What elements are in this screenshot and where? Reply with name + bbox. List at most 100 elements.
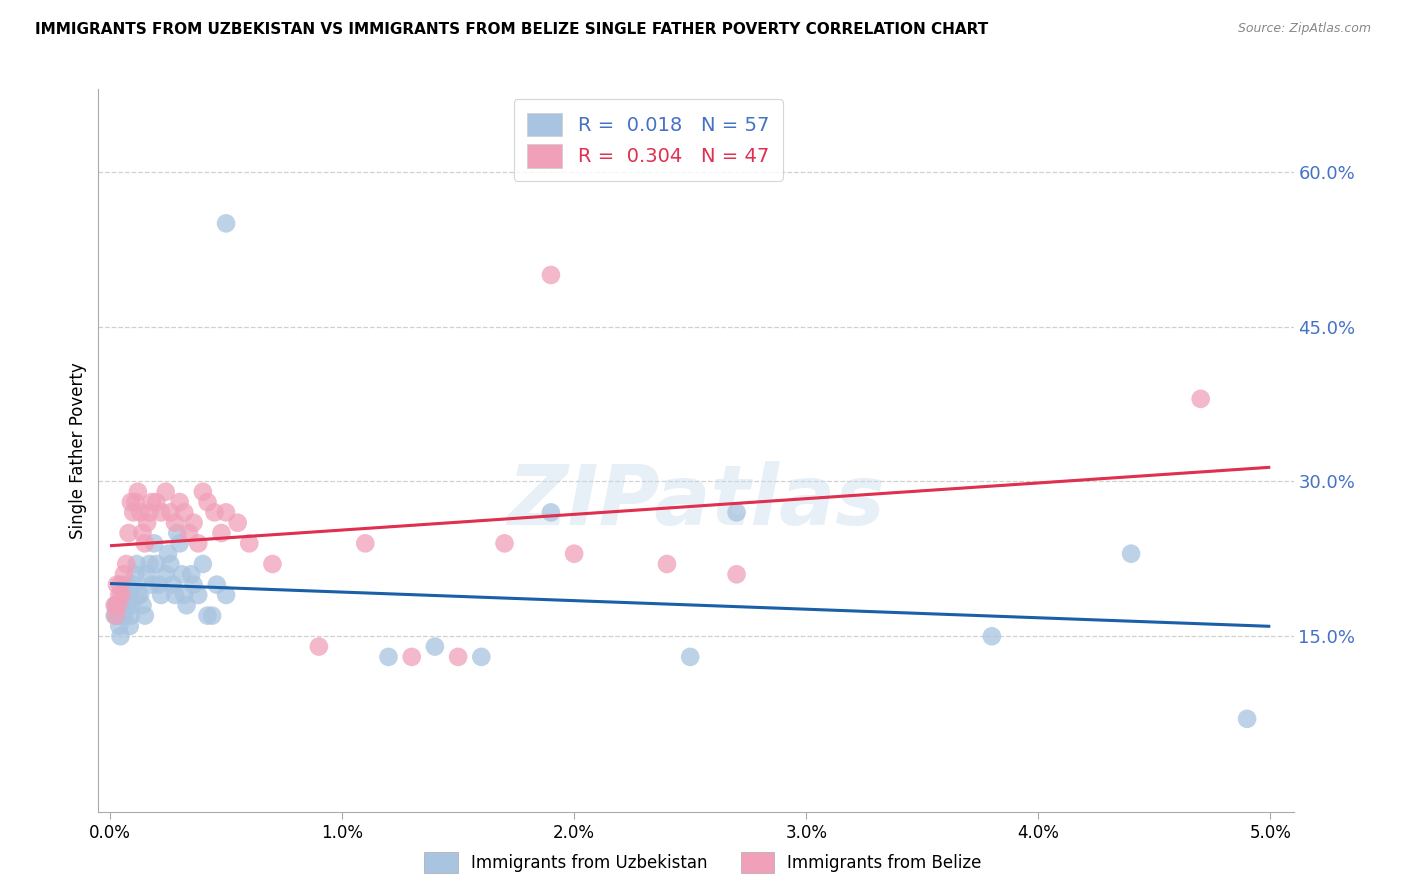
Text: ZIPatlas: ZIPatlas xyxy=(508,460,884,541)
Point xyxy=(107,608,129,623)
Point xyxy=(540,505,562,519)
Point xyxy=(205,577,228,591)
Point xyxy=(180,567,202,582)
Point xyxy=(166,526,188,541)
Point xyxy=(120,608,142,623)
Point xyxy=(127,484,149,499)
Point xyxy=(204,505,226,519)
Point xyxy=(201,608,224,623)
Point xyxy=(215,588,238,602)
Point xyxy=(197,608,219,623)
Point xyxy=(125,557,148,571)
Point xyxy=(725,567,748,582)
Point xyxy=(108,588,131,602)
Point xyxy=(191,557,214,571)
Point xyxy=(124,495,146,509)
Point xyxy=(136,567,159,582)
Point xyxy=(226,516,249,530)
Legend: Immigrants from Uzbekistan, Immigrants from Belize: Immigrants from Uzbekistan, Immigrants f… xyxy=(418,846,988,880)
Point xyxy=(105,577,128,591)
Point xyxy=(110,629,132,643)
Text: Source: ZipAtlas.com: Source: ZipAtlas.com xyxy=(1237,22,1371,36)
Point xyxy=(187,536,209,550)
Y-axis label: Single Father Poverty: Single Father Poverty xyxy=(69,362,87,539)
Point xyxy=(112,608,135,623)
Point xyxy=(150,505,173,519)
Point xyxy=(117,588,139,602)
Point xyxy=(104,599,127,613)
Point xyxy=(173,505,195,519)
Point xyxy=(183,516,205,530)
Point xyxy=(197,495,219,509)
Point xyxy=(209,526,232,541)
Point xyxy=(105,599,128,613)
Point xyxy=(104,608,127,623)
Point xyxy=(540,268,562,282)
Point xyxy=(138,557,160,571)
Point xyxy=(134,536,156,550)
Point xyxy=(159,505,181,519)
Point xyxy=(163,516,186,530)
Point xyxy=(122,577,145,591)
Point xyxy=(111,599,134,613)
Point xyxy=(115,577,138,591)
Point xyxy=(159,557,181,571)
Point xyxy=(1119,547,1142,561)
Point xyxy=(176,599,198,613)
Point xyxy=(354,536,377,550)
Point xyxy=(107,599,129,613)
Point xyxy=(108,619,131,633)
Point xyxy=(562,547,585,561)
Point xyxy=(131,526,153,541)
Point xyxy=(679,649,702,664)
Point xyxy=(238,536,260,550)
Point xyxy=(129,505,152,519)
Point xyxy=(145,557,167,571)
Point xyxy=(155,567,177,582)
Point xyxy=(169,536,191,550)
Point xyxy=(173,588,195,602)
Point xyxy=(117,599,139,613)
Point xyxy=(262,557,284,571)
Point xyxy=(122,505,145,519)
Point xyxy=(215,216,238,230)
Point xyxy=(136,516,159,530)
Point xyxy=(377,649,399,664)
Legend: R =  0.018   N = 57, R =  0.304   N = 47: R = 0.018 N = 57, R = 0.304 N = 47 xyxy=(513,99,783,181)
Point xyxy=(163,588,186,602)
Point xyxy=(104,599,127,613)
Point xyxy=(1236,712,1258,726)
Point xyxy=(111,608,134,623)
Point xyxy=(187,588,209,602)
Point xyxy=(725,505,748,519)
Point xyxy=(215,505,238,519)
Point xyxy=(148,577,170,591)
Point xyxy=(112,567,135,582)
Point xyxy=(655,557,678,571)
Point xyxy=(177,526,200,541)
Point xyxy=(118,619,141,633)
Point xyxy=(121,599,143,613)
Point xyxy=(104,608,127,623)
Point xyxy=(169,495,191,509)
Point xyxy=(127,588,149,602)
Point xyxy=(155,484,177,499)
Point xyxy=(143,536,166,550)
Point xyxy=(131,599,153,613)
Point xyxy=(138,505,160,519)
Point xyxy=(124,567,146,582)
Point xyxy=(111,588,134,602)
Point xyxy=(115,557,138,571)
Point xyxy=(423,640,446,654)
Point xyxy=(114,588,136,602)
Point xyxy=(980,629,1002,643)
Point xyxy=(141,495,163,509)
Point xyxy=(157,547,180,561)
Point xyxy=(134,608,156,623)
Point xyxy=(401,649,423,664)
Point xyxy=(191,484,214,499)
Point xyxy=(120,495,142,509)
Point xyxy=(117,526,139,541)
Point xyxy=(170,567,193,582)
Point xyxy=(183,577,205,591)
